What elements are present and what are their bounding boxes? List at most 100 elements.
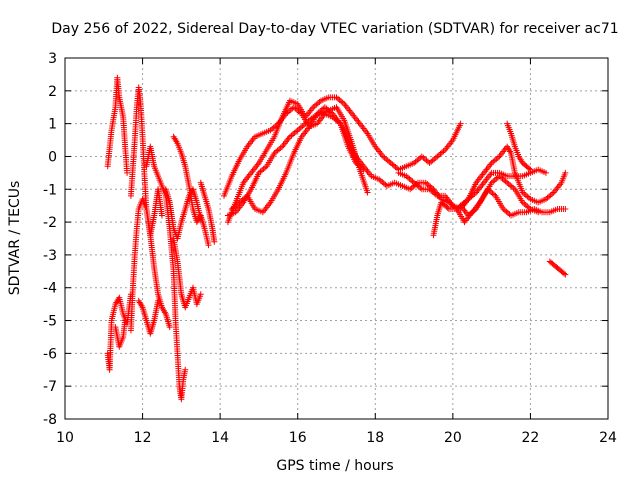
data-point <box>437 150 444 157</box>
data-point <box>562 271 569 278</box>
data-points <box>104 74 569 403</box>
data-point <box>338 98 345 105</box>
data-point <box>493 175 500 182</box>
x-tick-label: 18 <box>366 430 384 446</box>
data-point <box>259 167 266 174</box>
data-point <box>491 157 498 164</box>
data-point <box>313 101 320 108</box>
series-track-10 <box>162 186 204 242</box>
x-axis-label: GPS time / hours <box>276 458 393 474</box>
data-point <box>387 160 394 167</box>
data-point <box>364 189 371 196</box>
data-point <box>434 153 441 160</box>
series-track-17 <box>430 166 549 239</box>
data-point <box>524 203 531 210</box>
x-tick-label: 14 <box>211 430 229 446</box>
data-point <box>423 157 430 164</box>
x-tick-label: 10 <box>56 430 74 446</box>
series-track-19 <box>504 120 534 173</box>
series-track-6 <box>135 297 162 337</box>
data-point <box>542 169 549 176</box>
y-tick-label: -6 <box>43 346 57 362</box>
data-point <box>549 190 556 197</box>
data-point <box>427 183 434 190</box>
data-point <box>425 182 432 189</box>
data-point <box>414 157 421 164</box>
data-point <box>503 208 510 215</box>
data-point <box>489 190 496 197</box>
data-point <box>381 154 388 161</box>
data-point <box>158 212 165 219</box>
data-point <box>547 192 554 199</box>
data-point <box>426 160 433 167</box>
data-point <box>457 120 464 127</box>
series-track-11 <box>197 179 218 245</box>
data-point <box>288 132 295 139</box>
data-point <box>299 123 306 130</box>
y-tick-label: 1 <box>48 117 57 133</box>
data-point <box>418 153 425 160</box>
series-track-1 <box>104 74 131 176</box>
y-tick-label: 3 <box>48 51 57 67</box>
data-point <box>510 184 517 191</box>
data-point <box>490 178 497 185</box>
data-point <box>561 270 568 277</box>
data-point <box>291 129 298 136</box>
data-point <box>499 175 506 182</box>
series-track-5 <box>127 196 173 334</box>
x-tick-label: 16 <box>289 430 307 446</box>
data-point <box>526 165 533 172</box>
series-track-9 <box>170 235 204 311</box>
data-point <box>494 154 501 161</box>
data-point <box>336 97 343 104</box>
data-point <box>122 317 129 324</box>
data-point <box>197 215 204 222</box>
data-point <box>502 178 509 185</box>
data-point <box>297 124 304 131</box>
data-point <box>440 148 447 155</box>
data-point <box>524 193 531 200</box>
grid <box>65 58 608 419</box>
y-tick-label: -3 <box>43 248 57 264</box>
data-point <box>527 166 534 173</box>
data-point <box>562 205 569 212</box>
series-track-12 <box>224 94 464 226</box>
x-tick-label: 24 <box>599 430 617 446</box>
data-point <box>435 152 442 159</box>
data-point <box>420 154 427 161</box>
data-point <box>432 154 439 161</box>
data-point <box>521 200 528 207</box>
data-point <box>384 157 391 164</box>
data-point <box>335 95 342 102</box>
data-point <box>314 100 321 107</box>
data-point <box>507 182 514 189</box>
series-track-2 <box>104 291 134 373</box>
data-point <box>339 99 346 106</box>
data-point <box>155 297 162 304</box>
data-point <box>424 181 431 188</box>
data-point <box>421 156 428 163</box>
data-point <box>438 149 445 156</box>
data-point <box>491 177 498 184</box>
y-tick-label: -8 <box>43 412 57 428</box>
data-point <box>406 175 413 182</box>
data-point <box>429 157 436 164</box>
data-point <box>546 193 553 200</box>
data-point <box>294 127 301 134</box>
plot-frame <box>64 57 609 420</box>
data-point <box>522 202 529 209</box>
data-point <box>417 184 424 191</box>
data-point <box>490 191 497 198</box>
data-point <box>408 184 415 191</box>
data-point <box>379 179 386 186</box>
data-point <box>277 144 284 151</box>
data-point <box>562 169 569 176</box>
chart-title: Day 256 of 2022, Sidereal Day-to-day VTE… <box>51 21 618 37</box>
data-point <box>504 179 511 186</box>
data-point <box>290 131 297 138</box>
data-point <box>262 164 269 171</box>
data-point <box>197 291 204 298</box>
data-point <box>493 156 500 163</box>
data-point <box>383 156 390 163</box>
